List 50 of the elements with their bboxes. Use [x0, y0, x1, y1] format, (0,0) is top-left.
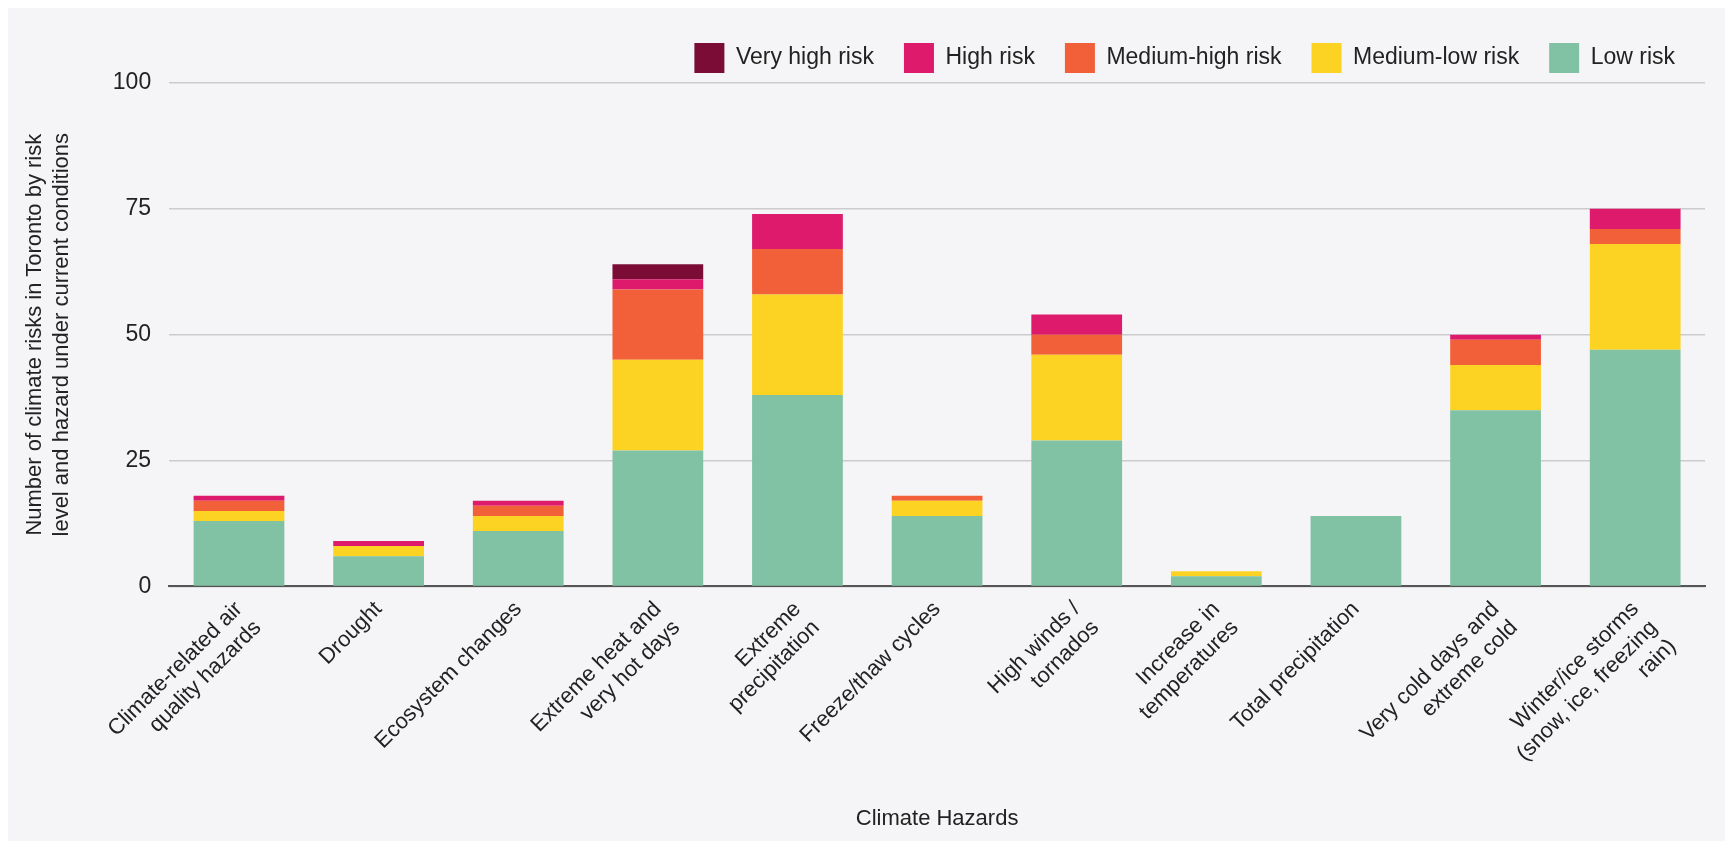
- bar: [193, 510, 285, 521]
- y-axis-title: Number of climate risks in Toronto by risk level and hazard under current conditions: [21, 132, 73, 537]
- bar: [1450, 364, 1541, 411]
- bar: [1031, 334, 1123, 355]
- legend-label: Medium-low risk: [1353, 43, 1520, 70]
- bar: [472, 505, 564, 516]
- bar: [1310, 515, 1402, 586]
- bar: [612, 264, 704, 280]
- bar: [1170, 576, 1262, 586]
- bar: [752, 249, 843, 295]
- bar: [752, 395, 843, 586]
- bar: [1589, 349, 1681, 586]
- bar: [1589, 228, 1681, 245]
- bar: [1589, 208, 1681, 229]
- legend-label: Low risk: [1590, 43, 1676, 70]
- bar: [612, 450, 704, 586]
- bar: [472, 515, 564, 532]
- bar: [1031, 354, 1123, 441]
- bar: [752, 294, 843, 396]
- bar: [1589, 244, 1681, 350]
- bar: [1450, 410, 1541, 586]
- bar: [472, 531, 564, 586]
- bar: [612, 359, 704, 451]
- y-tick-label: 50: [125, 320, 152, 347]
- bar: [472, 500, 564, 506]
- bar: [193, 500, 285, 511]
- bar: [1450, 339, 1541, 365]
- legend-label: Very high risk: [735, 43, 875, 70]
- bar: [1170, 571, 1262, 577]
- bar: [612, 279, 704, 290]
- bar: [333, 556, 424, 586]
- bar: [612, 289, 704, 360]
- x-axis-title: Climate Hazards: [855, 804, 1019, 830]
- bar: [193, 495, 285, 501]
- bar: [1031, 314, 1123, 335]
- y-tick-label: 25: [125, 445, 152, 472]
- y-tick-label: 0: [138, 571, 152, 598]
- bar: [1450, 334, 1541, 340]
- bar: [1031, 440, 1123, 586]
- bar: [891, 495, 983, 501]
- bar: [193, 520, 285, 586]
- legend-label: Medium-high risk: [1106, 43, 1283, 70]
- y-tick-label: 100: [112, 68, 152, 95]
- bar: [333, 546, 424, 557]
- bar: [891, 500, 983, 516]
- y-tick-label: 75: [125, 194, 152, 221]
- bar: [752, 213, 843, 250]
- bar: [333, 541, 424, 547]
- bar: [891, 515, 983, 586]
- legend-label: High risk: [945, 43, 1036, 70]
